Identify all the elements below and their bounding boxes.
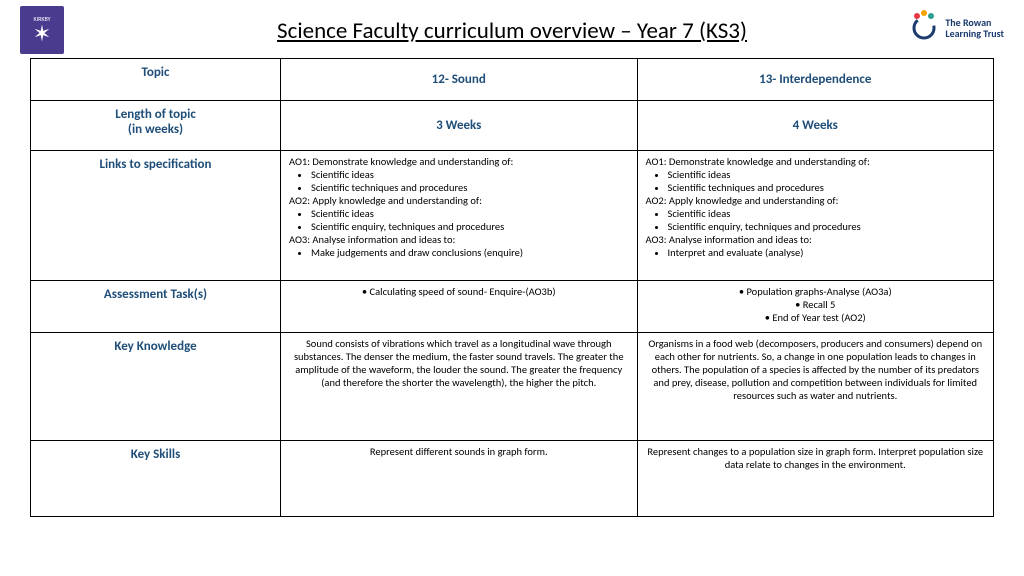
kirkby-logo: KIRKBY ✶ [20,6,64,54]
col-head-2: 13- Interdependence [637,59,994,101]
row-label-topic: Topic [31,59,281,101]
row-label-know: Key Knowledge [31,333,281,441]
skills-c1: Represent different sounds in graph form… [281,441,638,517]
table-row: Length of topic (in weeks) 3 Weeks 4 Wee… [31,101,994,151]
rowan-swirl-icon [907,8,941,48]
assess-c1: • Calculating speed of sound- Enquire-(A… [281,281,638,333]
table-row: Key Knowledge Sound consists of vibratio… [31,333,994,441]
table-row: Assessment Task(s) • Calculating speed o… [31,281,994,333]
links-c2: AO1: Demonstrate knowledge and understan… [637,151,994,281]
know-c1: Sound consists of vibrations which trave… [281,333,638,441]
rowan-logo: The Rowan Learning Trust [907,8,1004,48]
table-row: Key Skills Represent different sounds in… [31,441,994,517]
curriculum-table: Topic 12- Sound 13- Interdependence Leng… [30,58,994,517]
star-icon: ✶ [33,23,51,45]
skills-c2: Represent changes to a population size i… [637,441,994,517]
know-c2: Organisms in a food web (decomposers, pr… [637,333,994,441]
row-label-skills: Key Skills [31,441,281,517]
length-c1: 3 Weeks [281,101,638,151]
row-label-assess: Assessment Task(s) [31,281,281,333]
links-c1: AO1: Demonstrate knowledge and understan… [281,151,638,281]
page-header: KIRKBY ✶ Science Faculty curriculum over… [30,10,994,52]
row-label-length: Length of topic (in weeks) [31,101,281,151]
row-label-links: Links to specification [31,151,281,281]
table-row: Topic 12- Sound 13- Interdependence [31,59,994,101]
page-title: Science Faculty curriculum overview – Ye… [277,17,747,45]
assess-c2: • Population graphs-Analyse (AO3a) • Rec… [637,281,994,333]
length-c2: 4 Weeks [637,101,994,151]
col-head-1: 12- Sound [281,59,638,101]
rowan-logo-text: The Rowan Learning Trust [945,17,1004,39]
table-row: Links to specification AO1: Demonstrate … [31,151,994,281]
